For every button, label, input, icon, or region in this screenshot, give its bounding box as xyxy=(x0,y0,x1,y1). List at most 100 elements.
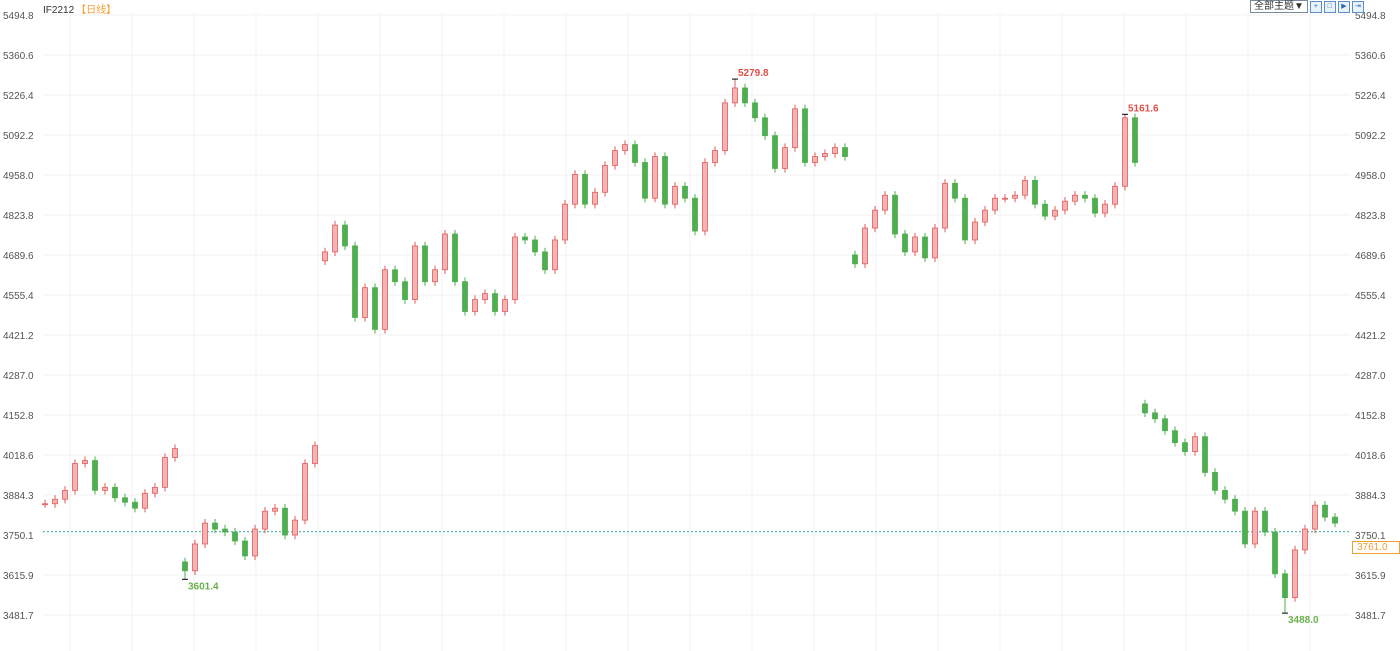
candle xyxy=(1162,414,1168,435)
candle xyxy=(712,146,718,167)
y-tick-label-left: 5092.2 xyxy=(3,131,34,142)
candle xyxy=(402,277,408,304)
candle xyxy=(202,518,208,549)
candle xyxy=(622,140,628,155)
candle xyxy=(92,456,98,495)
candle xyxy=(832,143,838,158)
candle xyxy=(992,194,998,215)
candle xyxy=(742,83,748,108)
candle-body xyxy=(382,269,388,330)
candle-body xyxy=(932,227,938,259)
candle-body xyxy=(1082,194,1088,199)
candle-body xyxy=(762,117,768,137)
candle xyxy=(272,504,278,516)
crosshair-icon[interactable]: + xyxy=(1309,0,1322,13)
y-tick-label-left: 3884.3 xyxy=(3,491,34,502)
candle-body xyxy=(1072,194,1078,202)
candle-body xyxy=(952,182,958,199)
candle xyxy=(152,483,158,498)
theme-select[interactable]: 全部主题▼ xyxy=(1250,0,1308,13)
y-tick-label-left: 4958.0 xyxy=(3,171,34,182)
candle-body xyxy=(672,185,678,205)
candle xyxy=(1072,191,1078,206)
candle xyxy=(892,191,898,239)
candle xyxy=(1082,191,1088,203)
y-tick-label-right: 3750.1 xyxy=(1355,531,1386,542)
candle-body xyxy=(992,197,998,211)
candle-body xyxy=(912,236,918,253)
candle-body xyxy=(922,236,928,259)
candle-body xyxy=(1332,516,1338,524)
candle-body xyxy=(1042,203,1048,217)
candle xyxy=(902,229,908,257)
y-tick-label-right: 4287.0 xyxy=(1355,371,1386,382)
y-tick-label-left: 4018.6 xyxy=(3,451,34,462)
candle xyxy=(922,232,928,263)
period-label[interactable]: 【日线】 xyxy=(76,5,117,16)
candle xyxy=(222,524,228,537)
forward-icon[interactable]: ⇥ xyxy=(1351,0,1364,13)
candle xyxy=(132,498,138,513)
candle xyxy=(662,152,668,209)
candle-body xyxy=(192,543,198,572)
candle xyxy=(932,223,938,263)
candle-body xyxy=(652,156,658,199)
candle xyxy=(722,98,728,155)
play-icon[interactable]: ▶ xyxy=(1337,0,1350,13)
candle-body xyxy=(942,182,948,229)
candle xyxy=(1012,191,1018,203)
candle xyxy=(1172,426,1178,447)
candle xyxy=(42,499,48,508)
candle xyxy=(882,191,888,215)
candle-body xyxy=(62,489,68,500)
candle xyxy=(1022,176,1028,200)
y-tick-label-right: 4555.4 xyxy=(1355,291,1386,302)
candle xyxy=(302,459,308,525)
candle-body xyxy=(372,287,378,330)
extreme-label: 5279.8 xyxy=(738,68,769,79)
fit-icon[interactable]: □ xyxy=(1323,0,1336,13)
candle-body xyxy=(82,460,88,464)
candle-body xyxy=(1172,430,1178,444)
y-tick-label-left: 4287.0 xyxy=(3,371,34,382)
candle xyxy=(792,104,798,152)
candle xyxy=(1182,438,1188,456)
candle-body xyxy=(1062,200,1068,211)
y-tick-label-right: 4152.8 xyxy=(1355,411,1386,422)
candle-body xyxy=(472,299,478,312)
candle xyxy=(182,557,188,580)
y-tick-label-right: 4421.2 xyxy=(1355,331,1386,342)
candle-body xyxy=(812,156,818,163)
candle xyxy=(912,232,918,257)
candle xyxy=(522,232,528,245)
candle-body xyxy=(452,233,458,283)
candle-body xyxy=(1162,418,1168,432)
candle-body xyxy=(1232,498,1238,512)
candle xyxy=(572,170,578,209)
candle xyxy=(672,182,678,209)
candle xyxy=(1102,200,1108,218)
candle-body xyxy=(712,150,718,163)
candle-body xyxy=(1242,510,1248,545)
candle-body xyxy=(782,147,788,169)
candle xyxy=(1312,501,1318,534)
candle-body xyxy=(1312,504,1318,530)
candle xyxy=(1232,495,1238,516)
candle-body xyxy=(522,236,528,241)
candle xyxy=(702,158,708,236)
y-tick-label-left: 3481.7 xyxy=(3,611,34,622)
candle xyxy=(422,241,428,286)
candle-body xyxy=(732,87,738,104)
candle-body xyxy=(822,153,828,157)
candle xyxy=(862,223,868,268)
candle-body xyxy=(422,245,428,283)
candle xyxy=(1262,507,1268,537)
candle xyxy=(1002,194,1008,203)
candle xyxy=(122,493,128,507)
candle xyxy=(872,205,878,233)
candle-body xyxy=(1032,179,1038,205)
candle-body xyxy=(592,191,598,205)
candle xyxy=(452,229,458,286)
candle-body xyxy=(1202,436,1208,473)
